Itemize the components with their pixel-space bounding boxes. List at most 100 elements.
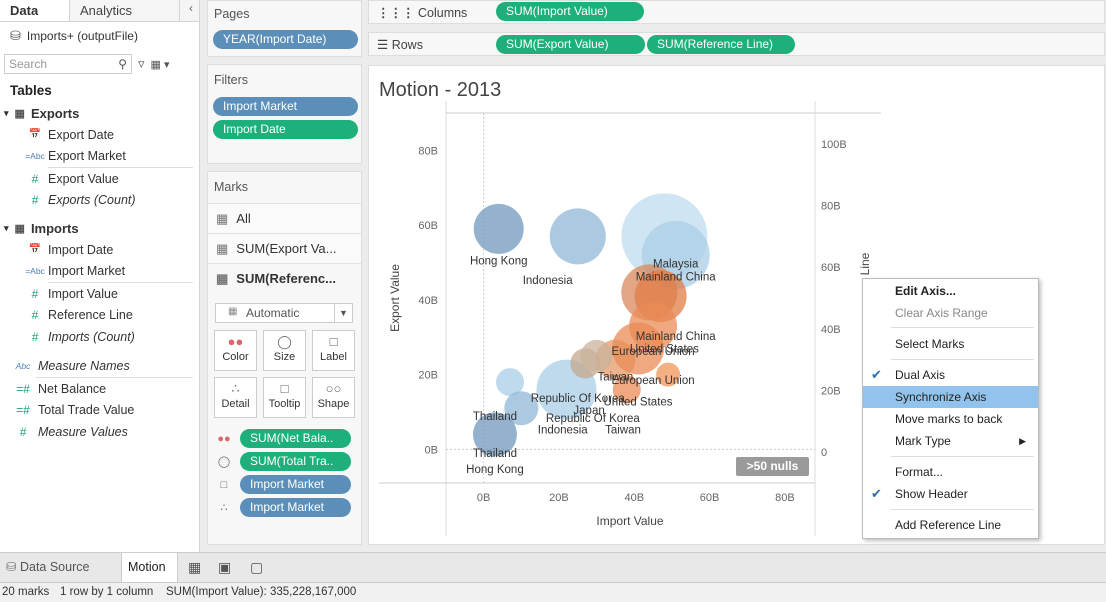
calendar-icon: 📅 xyxy=(28,244,42,256)
columns-icon: ⋮⋮⋮ xyxy=(377,6,415,20)
menu-synchronize-axis[interactable]: Synchronize Axis xyxy=(863,386,1038,408)
bubble-label: European Union xyxy=(612,346,695,358)
field-label: Import Value xyxy=(48,286,118,301)
measure-icon: # xyxy=(31,193,39,208)
detail-icon: ∴ xyxy=(231,381,240,396)
filter-pill-import-market[interactable]: Import Market xyxy=(213,97,358,116)
marks-row-reference[interactable]: ▦ SUM(Referenc... xyxy=(208,263,361,293)
field-measure-names[interactable]: Abc Measure Names xyxy=(0,356,199,378)
x-tick-label: 80B xyxy=(775,492,795,504)
bubble-label: Mainland China xyxy=(636,331,717,343)
shape-icon: ○○ xyxy=(325,381,342,396)
field-imports-count[interactable]: # Imports (Count) xyxy=(0,326,199,348)
marks-row-export-value[interactable]: ▦ SUM(Export Va... xyxy=(208,233,361,263)
button-label: Detail xyxy=(221,398,250,410)
y-tick-label: 60B xyxy=(418,220,438,232)
data-source-row[interactable]: ⛁ Imports+ (outputFile) xyxy=(0,22,199,50)
field-exports-count[interactable]: # Exports (Count) xyxy=(0,190,199,212)
menu-dual-axis[interactable]: ✔ Dual Axis xyxy=(863,364,1038,386)
bubble-label: United States xyxy=(604,397,673,409)
shape-button[interactable]: ○○ Shape xyxy=(312,377,355,418)
y-tick-label: 80B xyxy=(418,145,438,157)
marks-pill-net-balance[interactable]: SUM(Net Bala.. xyxy=(240,429,351,448)
menu-label: Mark Type xyxy=(895,434,951,448)
table-exports[interactable]: ▾ ▦ Exports xyxy=(0,102,199,124)
size-icon: ◯ xyxy=(217,456,231,468)
menu-mark-type[interactable]: Mark Type ▶ xyxy=(863,430,1038,452)
table-name: Exports xyxy=(30,105,80,121)
mark-type-select[interactable]: ▦ Automatic ▼ xyxy=(215,303,353,323)
menu-add-reference-line[interactable]: Add Reference Line xyxy=(895,518,1002,532)
bubble-mark[interactable] xyxy=(472,412,517,457)
field-import-market[interactable]: =Abc Import Market xyxy=(0,261,199,283)
menu-move-marks-to-back[interactable]: Move marks to back xyxy=(895,412,1003,426)
new-dashboard-icon[interactable]: ▣ xyxy=(218,559,232,575)
field-total-trade-value[interactable]: =# Total Trade Value xyxy=(0,400,199,422)
bubble-mark[interactable] xyxy=(580,339,613,372)
marks-row-all[interactable]: ▦ All xyxy=(208,203,361,233)
nulls-badge[interactable]: >50 nulls xyxy=(736,457,809,476)
field-net-balance[interactable]: =# Net Balance xyxy=(0,378,199,400)
columns-pill[interactable]: SUM(Import Value) xyxy=(496,2,644,21)
collapse-icon[interactable]: ▾ xyxy=(4,222,9,233)
menu-show-header[interactable]: ✔ Show Header xyxy=(863,483,1038,505)
pages-label: Pages xyxy=(214,7,250,21)
table-icon: ▦ xyxy=(14,107,25,120)
x-tick-label: 40B xyxy=(624,492,644,504)
tab-motion[interactable]: Motion xyxy=(121,553,178,583)
pages-pill[interactable]: YEAR(Import Date) xyxy=(213,30,358,49)
bubble-mark[interactable] xyxy=(549,208,606,265)
label-button[interactable]: □ Label xyxy=(312,330,355,371)
tab-data[interactable]: Data xyxy=(0,0,70,21)
x-tick-label: 20B xyxy=(549,492,569,504)
marks-pill-total-trade[interactable]: SUM(Total Tra.. xyxy=(240,452,351,471)
field-label: Import Market xyxy=(48,264,126,279)
field-import-date[interactable]: 📅 Import Date xyxy=(0,239,199,261)
x-axis-title: Import Value xyxy=(596,514,663,528)
database-icon: ⛁ xyxy=(6,560,17,574)
bubble-label: Hong Kong xyxy=(466,464,524,476)
menu-select-marks[interactable]: Select Marks xyxy=(895,337,965,351)
tab-data-source[interactable]: ⛁ Data Source xyxy=(0,553,95,583)
field-label: Imports (Count) xyxy=(48,329,135,344)
bubble-mark[interactable] xyxy=(656,362,681,387)
rows-pill-reference-line[interactable]: SUM(Reference Line) xyxy=(647,35,795,54)
table-imports[interactable]: ▾ ▦ Imports xyxy=(0,217,199,239)
mark-type-value: Automatic xyxy=(246,306,300,320)
menu-format[interactable]: Format... xyxy=(895,465,944,479)
menu-edit-axis[interactable]: Edit Axis... xyxy=(895,284,956,298)
tooltip-button[interactable]: □ Tooltip xyxy=(263,377,306,418)
y-tick-label: 20B xyxy=(418,370,438,382)
collapse-icon[interactable]: ▾ xyxy=(4,107,9,118)
field-export-market[interactable]: =Abc Export Market xyxy=(0,146,199,168)
detail-button[interactable]: ∴ Detail xyxy=(214,377,257,418)
search-input[interactable]: Search ⚲ xyxy=(4,54,132,74)
field-reference-line[interactable]: # Reference Line xyxy=(0,305,199,327)
filter-pill-import-date[interactable]: Import Date xyxy=(213,120,358,139)
measure-icon: # xyxy=(31,308,39,323)
bubble-mark[interactable] xyxy=(473,203,524,254)
view-options-icon[interactable]: ▦ ▾ xyxy=(150,58,170,71)
collapse-pane-icon[interactable]: ‹ xyxy=(189,1,193,15)
field-measure-values[interactable]: # Measure Values xyxy=(0,421,199,443)
tab-analytics[interactable]: Analytics xyxy=(70,0,180,21)
bubble-mark[interactable] xyxy=(496,368,525,397)
abc-icon: =Abc xyxy=(25,266,45,277)
filter-icon[interactable]: ▿ xyxy=(138,56,145,71)
size-button[interactable]: ◯ Size xyxy=(263,330,306,371)
marks-pill-import-market-label[interactable]: Import Market xyxy=(240,475,351,494)
rows-pill-export-value[interactable]: SUM(Export Value) xyxy=(496,35,645,54)
bubble-mark[interactable] xyxy=(504,391,539,426)
bubble-mark[interactable] xyxy=(629,302,678,351)
field-export-date[interactable]: 📅 Export Date xyxy=(0,124,199,146)
color-button[interactable]: ●● Color xyxy=(214,330,257,371)
new-story-icon[interactable]: ▢ xyxy=(250,559,264,575)
new-worksheet-icon[interactable]: ▦ xyxy=(188,559,202,575)
field-import-value[interactable]: # Import Value xyxy=(0,283,199,305)
calendar-icon: 📅 xyxy=(28,129,42,141)
menu-separator xyxy=(891,456,1034,457)
marks-pill-import-market-detail[interactable]: Import Market xyxy=(240,498,351,517)
bubble-mark[interactable] xyxy=(612,375,641,404)
field-export-value[interactable]: # Export Value xyxy=(0,168,199,190)
